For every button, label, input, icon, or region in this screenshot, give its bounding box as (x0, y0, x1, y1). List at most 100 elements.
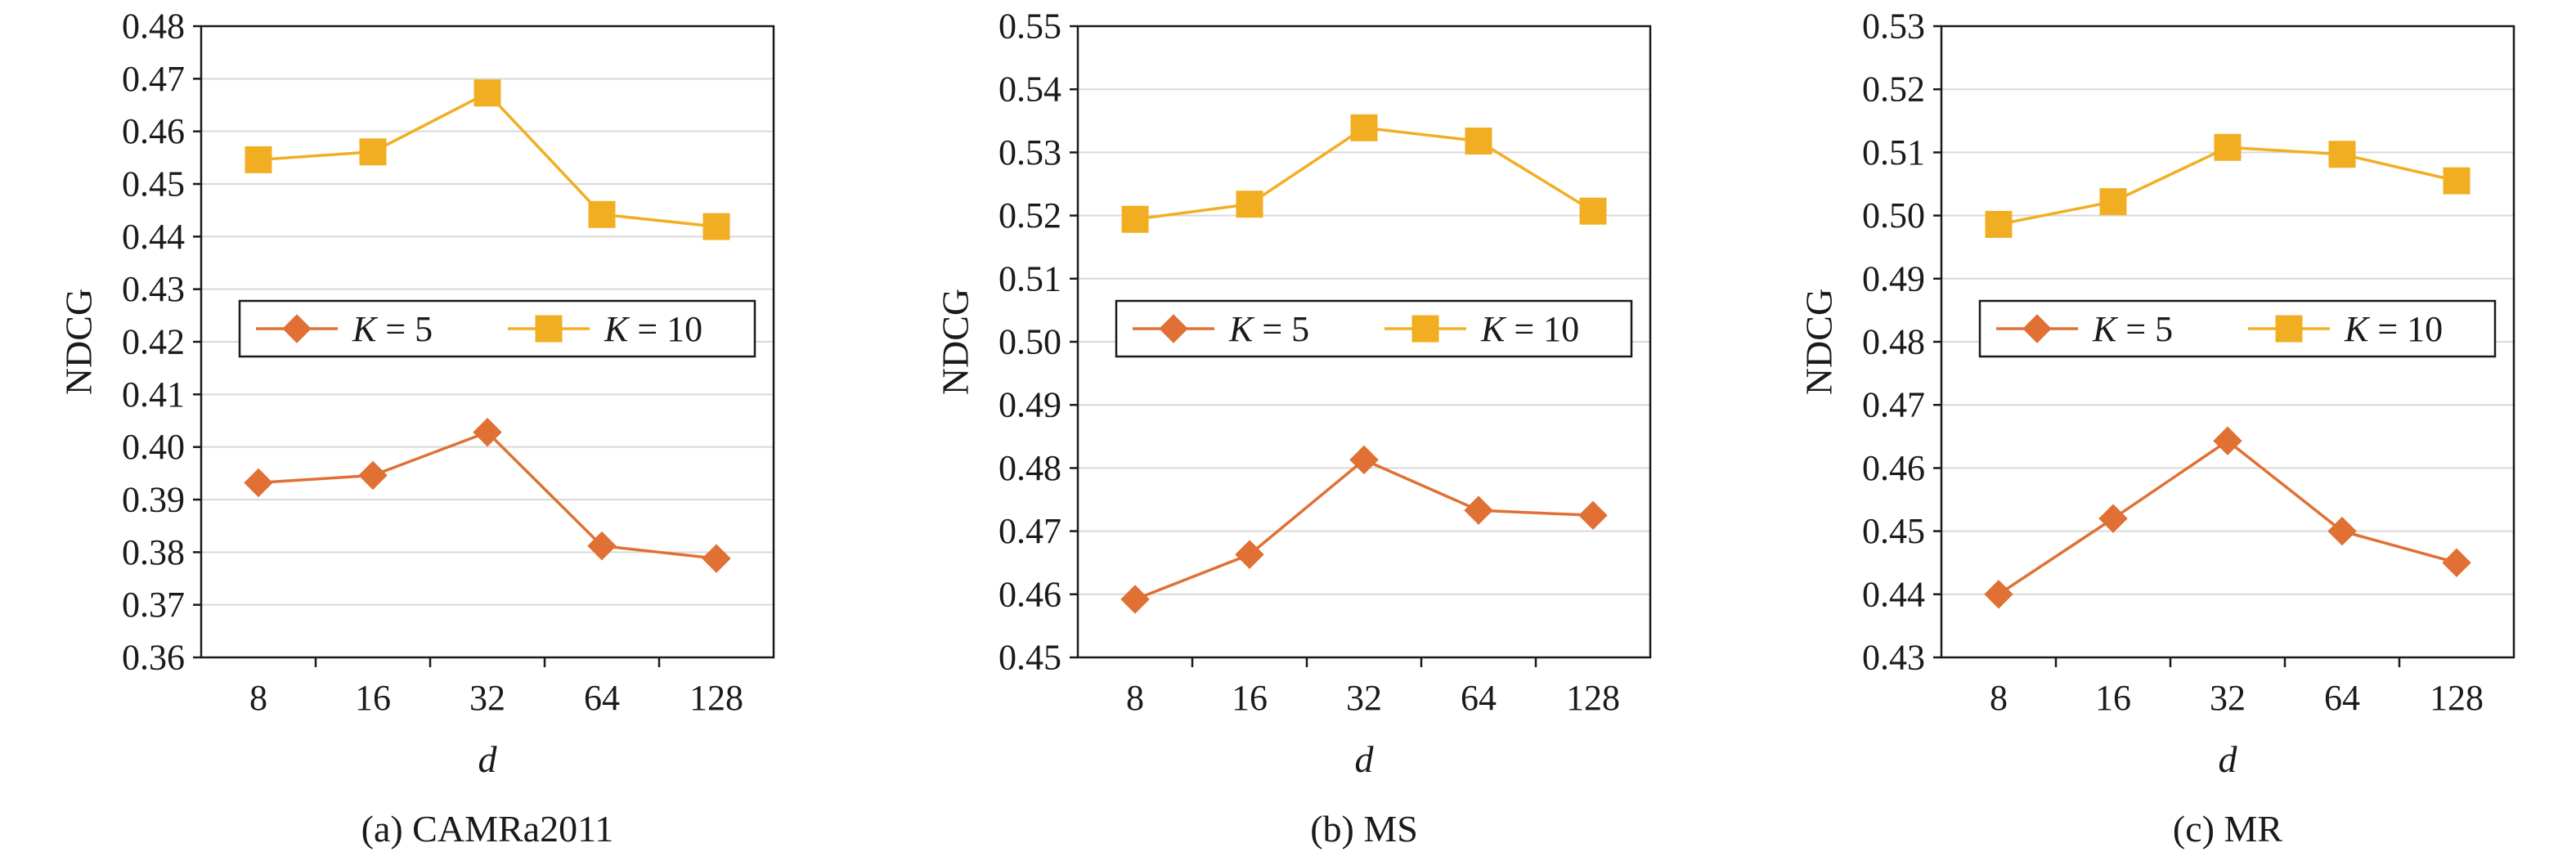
y-tick-label: 0.54 (999, 70, 1061, 110)
data-point (2443, 167, 2471, 195)
data-point (2213, 426, 2242, 455)
y-tick-label: 0.38 (122, 532, 185, 572)
legend-label: K = 5 (2092, 309, 2173, 349)
data-point (1120, 585, 1150, 614)
x-tick-label: 16 (2095, 678, 2131, 718)
series-k10 (1985, 133, 2471, 238)
y-tick-label: 0.53 (999, 132, 1061, 173)
y-tick-label: 0.43 (122, 269, 185, 309)
x-tick-label: 128 (2430, 678, 2484, 718)
x-axis-label: d (478, 738, 498, 780)
data-point (2442, 548, 2471, 577)
data-point (587, 531, 617, 561)
series-k5 (1120, 445, 1608, 614)
panel-b-ms: 0.45 0.46 0.47 0.48 0.49 0.50 0.51 0.52 0.53 0.54… (935, 7, 1652, 850)
data-point (244, 468, 273, 498)
x-axis-label: d (1355, 738, 1375, 780)
data-point (1579, 197, 1607, 225)
series-line (1998, 439, 2457, 596)
data-point (473, 79, 501, 107)
x-tick-label: 64 (1461, 678, 1497, 718)
x-tick-label: 32 (1346, 678, 1382, 718)
y-tick-label: 0.47 (999, 511, 1061, 551)
panel-caption: (a) CAMRa2011 (361, 808, 614, 850)
x-tick-label: 128 (689, 678, 743, 718)
panel-caption: (c) MR (2173, 808, 2282, 850)
series-k10 (245, 79, 730, 240)
data-point (1350, 114, 1378, 141)
data-point (359, 138, 387, 166)
data-point (358, 460, 388, 491)
y-tick-label: 0.46 (122, 111, 185, 151)
legend-swatch-marker (535, 315, 563, 343)
legend-label: K = 10 (2344, 309, 2443, 349)
y-tick-label: 0.53 (1862, 7, 1925, 47)
y-tick-label: 0.51 (1862, 132, 1925, 173)
data-point (1349, 445, 1379, 475)
y-tick-label: 0.52 (999, 195, 1061, 235)
data-point (1121, 205, 1149, 233)
data-point (588, 200, 616, 228)
x-tick-label: 32 (2210, 678, 2246, 718)
data-point (473, 417, 502, 447)
series-line (258, 430, 717, 560)
series-line (1134, 126, 1594, 221)
y-tick-label: 0.39 (122, 480, 185, 520)
legend-swatch-marker (1411, 315, 1439, 343)
y-tick-label: 0.46 (999, 574, 1061, 614)
y-axis-label: NDCG (58, 289, 100, 395)
y-axis-label: NDCG (935, 289, 976, 395)
x-tick-label: 8 (249, 678, 267, 718)
data-point (1985, 210, 2013, 238)
panel-c-mr: 0.43 0.44 0.45 0.46 0.47 0.48 0.49 0.50 0.51 0.52… (1798, 7, 2515, 850)
legend-label: K = 10 (1480, 309, 1579, 349)
y-tick-label: 0.42 (122, 322, 185, 362)
data-point (1984, 580, 2013, 609)
series-line (258, 91, 717, 228)
y-tick-label: 0.50 (1862, 195, 1925, 235)
legend: K = 5 K = 10 (238, 299, 756, 358)
data-point (2327, 516, 2357, 546)
y-tick-label: 0.50 (999, 322, 1061, 362)
legend-swatch-marker (2022, 314, 2052, 343)
panel-caption: (b) MS (1310, 808, 1418, 850)
series-k5 (1984, 426, 2471, 609)
data-point (2328, 141, 2356, 168)
data-point (2214, 133, 2242, 161)
y-tick-label: 0.48 (122, 7, 185, 47)
x-axis-label: d (2219, 738, 2238, 780)
legend-label: K = 10 (604, 309, 702, 349)
data-point (2098, 504, 2128, 533)
legend-swatch-marker (282, 314, 312, 343)
series-k5 (244, 417, 731, 573)
data-point (1236, 191, 1263, 218)
data-point (1578, 500, 1608, 531)
y-tick-label: 0.46 (1862, 448, 1925, 488)
x-tick-label: 16 (1232, 678, 1268, 718)
x-tick-label: 8 (1990, 678, 2008, 718)
y-tick-label: 0.40 (122, 427, 185, 467)
data-point (1464, 496, 1493, 525)
legend-swatch-marker (1159, 314, 1188, 343)
x-tick-label: 32 (469, 678, 505, 718)
y-tick-label: 0.43 (1862, 638, 1925, 678)
y-tick-label: 0.51 (999, 258, 1061, 298)
y-tick-label: 0.55 (999, 7, 1061, 47)
y-tick-label: 0.45 (122, 164, 185, 204)
y-tick-label: 0.49 (999, 385, 1061, 425)
x-tick-label: 8 (1126, 678, 1144, 718)
y-tick-label: 0.36 (122, 638, 185, 678)
legend: K = 5 K = 10 (1115, 299, 1633, 358)
data-point (702, 544, 731, 573)
y-tick-label: 0.45 (1862, 511, 1925, 551)
x-tick-label: 64 (584, 678, 620, 718)
y-tick-label: 0.45 (999, 638, 1061, 678)
y-tick-label: 0.44 (1862, 574, 1925, 614)
data-point (245, 146, 272, 173)
legend-label: K = 5 (1228, 309, 1309, 349)
y-tick-label: 0.47 (1862, 385, 1925, 425)
x-tick-label: 128 (1566, 678, 1620, 718)
x-tick-label: 16 (355, 678, 391, 718)
legend-box (1978, 299, 2497, 358)
panel-a-camra2011: 0.36 0.37 0.38 0.39 0.40 0.41 0.42 0.43 0.44 0.45… (58, 7, 775, 850)
